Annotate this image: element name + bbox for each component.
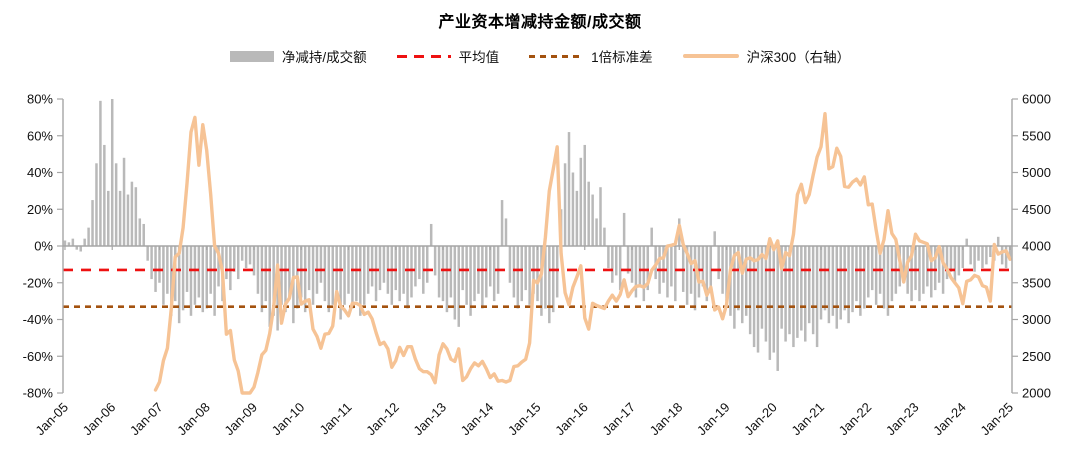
legend: 净减持/成交额 平均值 1倍标准差 沪深300（右轴） [0,46,1080,66]
legend-item-mean: 平均值 [396,46,500,66]
svg-text:Jan-15: Jan-15 [505,400,544,439]
svg-text:Jan-12: Jan-12 [363,400,402,439]
svg-text:3500: 3500 [1022,275,1051,290]
legend-label: 1倍标准差 [591,50,653,65]
svg-text:6000: 6000 [1022,92,1051,107]
svg-text:40%: 40% [27,165,53,180]
svg-text:Jan-09: Jan-09 [221,400,260,439]
svg-text:Jan-06: Jan-06 [80,400,119,439]
svg-text:80%: 80% [27,92,53,107]
svg-text:Jan-21: Jan-21 [788,400,827,439]
svg-text:Jan-24: Jan-24 [930,400,969,439]
svg-text:Jan-05: Jan-05 [32,400,71,439]
svg-text:Jan-23: Jan-23 [883,400,922,439]
svg-text:Jan-11: Jan-11 [317,400,355,438]
svg-text:Jan-14: Jan-14 [458,400,497,439]
svg-text:Jan-25: Jan-25 [977,400,1016,439]
legend-item-net-reduction: 净减持/成交额 [229,46,367,66]
legend-item-std: 1倍标准差 [529,46,653,66]
svg-text:Jan-10: Jan-10 [269,400,308,439]
legend-item-csi300: 沪深300（右轴） [682,46,851,66]
left-axis: 80% 60% 40% 20% 0% -20% -40% -60% -80% [23,92,64,401]
bar-swatch-icon [229,50,274,62]
svg-text:-60%: -60% [23,349,54,364]
svg-text:-40%: -40% [23,312,54,327]
svg-text:60%: 60% [27,128,53,143]
legend-label: 沪深300（右轴） [746,50,851,65]
svg-text:Jan-17: Jan-17 [599,400,638,439]
legend-label: 净减持/成交额 [281,50,367,65]
svg-text:5000: 5000 [1022,165,1051,180]
right-axis: 6000 5500 5000 4500 4000 3500 3000 2500 2000 [1011,92,1051,401]
svg-text:Jan-08: Jan-08 [174,400,213,439]
zero-axis [63,245,1012,250]
legend-label: 平均值 [458,50,500,65]
svg-text:5500: 5500 [1022,128,1051,143]
svg-text:Jan-13: Jan-13 [410,400,449,439]
svg-text:Jan-20: Jan-20 [741,400,780,439]
svg-text:-20%: -20% [23,275,54,290]
svg-text:Jan-18: Jan-18 [647,400,686,439]
brown-dash-swatch-icon [529,54,584,58]
svg-text:Jan-22: Jan-22 [836,400,875,439]
svg-text:Jan-07: Jan-07 [127,400,166,439]
svg-text:Jan-16: Jan-16 [552,400,591,439]
csi300-line [153,112,1012,395]
svg-text:2500: 2500 [1022,349,1051,364]
red-dash-swatch-icon [396,54,451,58]
chart-title: 产业资本增减持金额/成交额 [438,14,642,31]
orange-line-swatch-icon [682,54,739,58]
x-axis-labels: Jan-05 Jan-06 Jan-07 Jan-08 Jan-09 Jan-10 Jan-… [32,400,1016,439]
svg-text:0%: 0% [34,239,53,254]
svg-text:4500: 4500 [1022,202,1051,217]
svg-text:20%: 20% [27,202,53,217]
svg-text:2000: 2000 [1022,386,1051,401]
svg-text:Jan-19: Jan-19 [694,400,733,439]
svg-text:-80%: -80% [23,386,54,401]
svg-text:3000: 3000 [1022,312,1051,327]
svg-text:4000: 4000 [1022,239,1051,254]
